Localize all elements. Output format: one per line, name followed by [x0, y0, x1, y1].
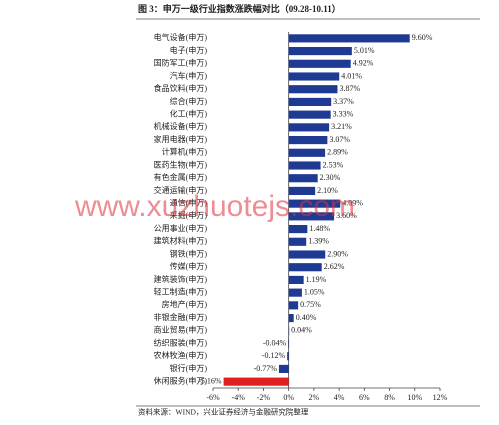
- x-tick-label: -6%: [206, 393, 220, 402]
- y-tick-label: 农林牧渔(申万): [154, 350, 208, 360]
- value-label: 3.37%: [333, 97, 354, 106]
- bar: [288, 97, 332, 106]
- value-label: 2.10%: [317, 186, 338, 195]
- y-tick-label: 传媒(申万): [170, 261, 208, 271]
- bar: [288, 275, 304, 284]
- bar: [288, 136, 328, 145]
- y-tick-label: 建筑装饰(申万): [154, 274, 208, 284]
- bar: [288, 288, 302, 297]
- y-tick-label: 商业贸易(申万): [154, 325, 208, 335]
- bar: [288, 237, 307, 246]
- x-tick-label: 0%: [283, 393, 294, 402]
- y-tick-label: 通信(申万): [170, 197, 208, 207]
- y-tick-label: 国防军工(申万): [154, 58, 208, 68]
- value-label: 2.62%: [324, 262, 345, 271]
- value-label: -5.16%: [198, 376, 222, 385]
- value-label: 0.04%: [291, 326, 312, 335]
- y-tick-label: 轻工制造(申万): [154, 286, 208, 296]
- bar: [288, 110, 331, 119]
- value-label: 3.33%: [333, 109, 354, 118]
- x-tick-label: 8%: [384, 393, 395, 402]
- bar: [288, 186, 316, 195]
- bar: [288, 148, 326, 157]
- value-label: 4.01%: [341, 71, 362, 80]
- value-label: 2.89%: [327, 148, 348, 157]
- y-tick-label: 综合(申万): [170, 96, 208, 106]
- bar: [288, 161, 321, 170]
- bar: [288, 34, 410, 43]
- y-tick-label: 医药生物(申万): [154, 159, 208, 169]
- y-tick-label: 食品饮料(申万): [154, 83, 208, 93]
- value-label: 3.60%: [336, 211, 357, 220]
- value-label: 3.07%: [329, 135, 350, 144]
- y-tick-label: 有色金属(申万): [154, 172, 208, 182]
- x-tick-label: 10%: [407, 393, 422, 402]
- bar: [288, 72, 340, 81]
- watermark: www.xuzhuotejs.com: [74, 190, 355, 223]
- value-label: 1.19%: [306, 275, 327, 284]
- bar: [288, 225, 308, 234]
- source-note: 资料来源：WIND，兴业证券经济与金融研究院整理: [138, 407, 309, 417]
- y-tick-label: 非银金融(申万): [154, 312, 208, 322]
- bar: [288, 59, 351, 68]
- bar: [288, 85, 338, 94]
- value-label: 3.21%: [331, 122, 352, 131]
- y-tick-label: 交通运输(申万): [154, 185, 208, 195]
- x-tick-label: -4%: [232, 393, 246, 402]
- y-tick-label: 化工(申万): [170, 108, 208, 118]
- bar: [288, 174, 318, 183]
- bar: [223, 377, 289, 386]
- y-tick-label: 计算机(申万): [162, 147, 208, 157]
- value-label: 5.01%: [354, 46, 375, 55]
- y-tick-label: 钢铁(申万): [170, 248, 208, 258]
- value-label: 4.09%: [342, 198, 363, 207]
- value-label: 3.87%: [339, 84, 360, 93]
- value-label: 9.60%: [412, 33, 433, 42]
- y-tick-label: 公用事业(申万): [154, 223, 208, 233]
- bar: [288, 301, 299, 310]
- x-tick-label: 12%: [433, 393, 448, 402]
- x-tick-label: -2%: [257, 393, 271, 402]
- bar: [288, 212, 335, 221]
- y-tick-label: 房地产(申万): [162, 299, 208, 309]
- y-tick-label: 机械设备(申万): [154, 121, 208, 131]
- bar: [288, 47, 352, 56]
- y-tick-label: 纺织服装(申万): [154, 337, 208, 347]
- y-tick-label: 休闲服务(申万): [154, 375, 208, 385]
- bar: [278, 364, 289, 373]
- y-tick-label: 建筑材料(申万): [154, 236, 208, 246]
- value-label: 1.48%: [309, 224, 330, 233]
- x-tick-label: 4%: [334, 393, 345, 402]
- y-tick-label: 银行(申万): [170, 363, 208, 373]
- value-label: 1.05%: [304, 287, 325, 296]
- y-tick-label: 电气设备(申万): [154, 32, 208, 42]
- y-tick-label: 电子(申万): [170, 45, 208, 55]
- bar: [288, 326, 290, 335]
- value-label: -0.12%: [262, 351, 286, 360]
- bar: [288, 339, 289, 348]
- x-tick-label: 2%: [309, 393, 320, 402]
- bar: [288, 123, 330, 132]
- value-label: 0.40%: [296, 313, 317, 322]
- value-label: -0.77%: [254, 364, 278, 373]
- value-label: 0.75%: [300, 300, 321, 309]
- x-tick-label: 6%: [359, 393, 370, 402]
- bar: [288, 250, 326, 259]
- value-label: 2.30%: [320, 173, 341, 182]
- y-tick-label: 家用电器(申万): [154, 134, 208, 144]
- y-tick-label: 采掘(申万): [170, 210, 208, 220]
- value-label: 4.92%: [353, 59, 374, 68]
- bar: [288, 263, 322, 272]
- bar: [287, 352, 289, 361]
- value-label: 2.90%: [327, 249, 348, 258]
- chart-title: 图 3：申万一级行业指数涨跌幅对比（09.28-10.11）: [138, 3, 341, 14]
- value-label: 1.39%: [308, 237, 329, 246]
- y-tick-label: 汽车(申万): [170, 70, 208, 80]
- value-label: -0.04%: [263, 338, 287, 347]
- value-label: 2.53%: [323, 160, 344, 169]
- bar: [288, 314, 294, 323]
- bar: [288, 199, 341, 208]
